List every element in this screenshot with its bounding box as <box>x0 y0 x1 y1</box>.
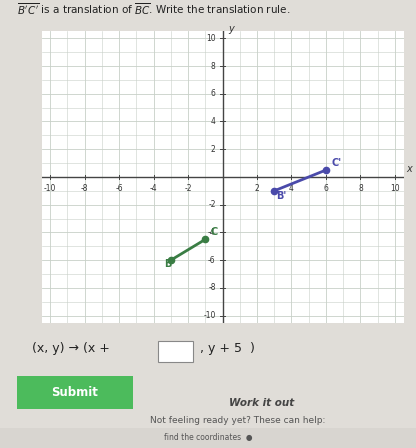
Text: -4: -4 <box>208 228 215 237</box>
Text: 8: 8 <box>358 184 363 193</box>
Text: 6: 6 <box>324 184 328 193</box>
Text: Not feeling ready yet? These can help:: Not feeling ready yet? These can help: <box>150 416 325 425</box>
Text: Work it out: Work it out <box>229 398 294 408</box>
Text: -8: -8 <box>81 184 89 193</box>
Text: 6: 6 <box>211 89 215 98</box>
Text: 2: 2 <box>255 184 260 193</box>
Text: 10: 10 <box>206 34 215 43</box>
Text: find the coordinates  ●: find the coordinates ● <box>164 433 252 443</box>
Text: 8: 8 <box>211 61 215 70</box>
Text: $\overline{B'C'}$ is a translation of $\overline{BC}$. Write the translation rul: $\overline{B'C'}$ is a translation of $\… <box>17 2 290 17</box>
Text: y: y <box>228 24 234 34</box>
Text: B: B <box>165 259 172 269</box>
Text: B': B' <box>276 191 286 201</box>
Text: -6: -6 <box>208 256 215 265</box>
Text: -4: -4 <box>150 184 157 193</box>
Text: -2: -2 <box>208 200 215 209</box>
Text: -6: -6 <box>115 184 123 193</box>
Text: 4: 4 <box>211 117 215 126</box>
Text: C: C <box>210 227 218 237</box>
FancyBboxPatch shape <box>158 340 193 362</box>
Text: , y + 5  ): , y + 5 ) <box>201 342 255 355</box>
Text: -2: -2 <box>184 184 192 193</box>
Text: (x, y) → (x +: (x, y) → (x + <box>32 342 114 355</box>
Text: -10: -10 <box>203 311 215 320</box>
Text: C': C' <box>331 158 341 168</box>
Text: 2: 2 <box>211 145 215 154</box>
Text: Submit: Submit <box>52 386 98 399</box>
Text: -10: -10 <box>44 184 57 193</box>
Text: x: x <box>406 164 411 174</box>
Text: -8: -8 <box>208 284 215 293</box>
Text: 10: 10 <box>390 184 400 193</box>
Text: 4: 4 <box>289 184 294 193</box>
